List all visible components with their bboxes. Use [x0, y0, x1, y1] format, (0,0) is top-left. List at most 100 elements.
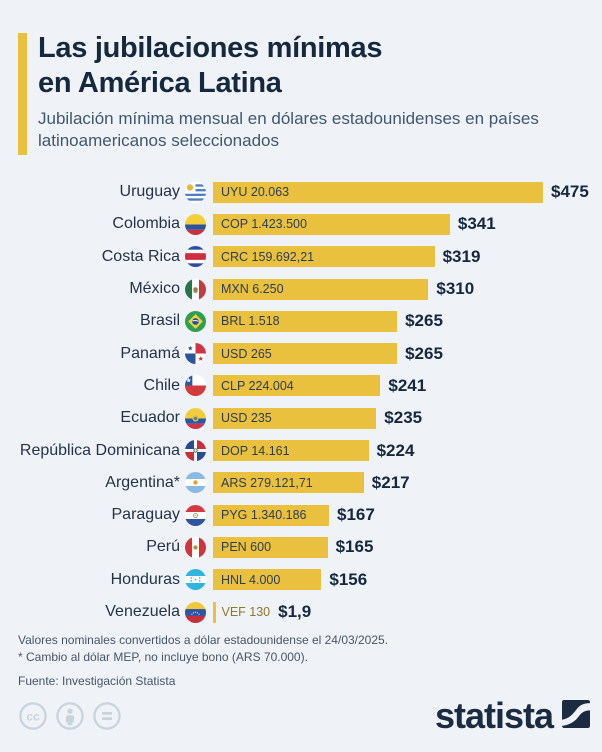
chart-row: Honduras HNL 4.000 $156 — [0, 564, 602, 596]
usd-value-label: $1,9 — [278, 602, 312, 621]
local-currency-label: USD 235 — [221, 411, 272, 426]
usd-value-label: $265 — [405, 343, 443, 363]
title-line-1: Las jubilaciones mínimas — [38, 32, 383, 64]
country-label: Ecuador — [120, 409, 180, 427]
chart-row: Ecuador USD 235 $235 — [0, 402, 602, 434]
usd-value-label: $217 — [371, 472, 410, 492]
country-label: Colombia — [112, 215, 180, 233]
country-label: Paraguay — [111, 506, 181, 524]
value-bar: MXN 6.250 — [213, 278, 429, 300]
country-label: Panamá — [120, 344, 180, 362]
footnote-conversion: Valores nominales convertidos a dólar es… — [18, 633, 389, 647]
local-currency-label: CRC 159.692,21 — [221, 249, 315, 264]
usd-value-label: $319 — [442, 246, 481, 266]
uruguay-flag-icon — [185, 181, 206, 203]
local-currency-label: PEN 600 — [221, 540, 272, 555]
value-bar: PEN 600 — [213, 536, 328, 558]
local-currency-label: ARS 279.121,71 — [221, 475, 313, 490]
local-currency-label: VEF 130 — [221, 605, 271, 619]
chart-row: Venezuela VEF 130 $1,9 — [0, 596, 602, 628]
page-subtitle: Jubilación mínima mensual en dólares est… — [38, 109, 539, 150]
country-label: Uruguay — [119, 183, 180, 201]
usd-value-label: $265 — [405, 311, 443, 331]
ecuador-flag-icon — [185, 407, 206, 429]
value-bar: HNL 4.000 — [213, 569, 322, 591]
chart-row: Costa Rica CRC 159.692,21 $319 — [0, 241, 602, 273]
bar-chart: Uruguay UYU 20.063 $475 Colombia COP 1.423.5… — [0, 176, 602, 628]
usd-value-label: $224 — [376, 440, 415, 460]
local-currency-label: PYG 1.340.186 — [221, 508, 307, 523]
chart-row: República Dominicana DOP 14.161 $224 — [0, 434, 602, 466]
country-label: Venezuela — [105, 603, 180, 620]
colombia-flag-icon — [185, 213, 206, 235]
country-label: Perú — [146, 538, 180, 556]
statista-logo[interactable]: statista — [435, 698, 590, 734]
svg-text:cc: cc — [26, 709, 40, 723]
chart-row: Uruguay UYU 20.063 $475 — [0, 176, 602, 208]
cc-icon[interactable]: cc — [18, 701, 48, 731]
usd-value-label: $241 — [388, 375, 427, 395]
brasil-flag-icon — [185, 310, 206, 332]
statista-logo-mark-icon — [562, 699, 590, 733]
value-bar: USD 235 — [213, 407, 377, 429]
cc-license-icons: cc — [18, 701, 122, 731]
chart-row: Argentina* ARS 279.121,71 $217 — [0, 467, 602, 499]
value-bar: USD 265 — [213, 343, 398, 365]
usd-value-label: $341 — [457, 214, 496, 234]
chart-row: México MXN 6.250 $310 — [0, 273, 602, 305]
chart-row: Chile CLP 224.004 $241 — [0, 370, 602, 402]
local-currency-label: UYU 20.063 — [221, 185, 290, 200]
country-label: Chile — [143, 376, 180, 394]
panama-flag-icon — [185, 343, 206, 365]
value-bar: UYU 20.063 — [213, 181, 543, 203]
value-bar: DOP 14.161 — [213, 440, 369, 462]
local-currency-label: USD 265 — [221, 346, 272, 361]
domrep-flag-icon — [185, 440, 206, 462]
bottom-bar: cc statista — [18, 698, 590, 734]
page-title: Las jubilaciones mínimas en América Lati… — [38, 31, 382, 101]
local-currency-label: DOP 14.161 — [221, 443, 290, 458]
honduras-flag-icon — [185, 569, 206, 591]
value-bar: CRC 159.692,21 — [213, 246, 435, 268]
chart-row: Paraguay PYG 1.340.186 $167 — [0, 499, 602, 531]
chart-row: Panamá USD 265 $265 — [0, 337, 602, 369]
costarica-flag-icon — [185, 246, 206, 268]
paraguay-flag-icon — [185, 504, 206, 526]
peru-flag-icon — [185, 536, 206, 558]
chile-flag-icon — [185, 375, 206, 397]
chart-row: Colombia COP 1.423.500 $341 — [0, 208, 602, 240]
argentina-flag-icon — [185, 472, 206, 494]
value-bar: CLP 224.004 — [213, 375, 381, 397]
value-bar: COP 1.423.500 — [213, 213, 450, 235]
chart-row: Brasil BRL 1.518 $265 — [0, 305, 602, 337]
mexico-flag-icon — [185, 278, 206, 300]
country-label: Costa Rica — [101, 247, 180, 265]
usd-value-label: $235 — [384, 408, 423, 428]
footnote-argentina: * Cambio al dólar MEP, no incluye bono (… — [18, 650, 308, 664]
country-label: Argentina* — [105, 473, 180, 491]
title-line-2: en América Latina — [38, 67, 282, 99]
local-currency-label: CLP 224.004 — [221, 378, 294, 393]
title-accent-bar — [18, 33, 27, 155]
usd-value-label: $167 — [337, 505, 375, 525]
country-label: Honduras — [110, 570, 180, 588]
footnotes: Valores nominales convertidos a dólar es… — [18, 632, 388, 690]
equal-icon[interactable] — [92, 701, 122, 731]
statista-wordmark: statista — [434, 695, 554, 736]
country-label: México — [129, 280, 180, 298]
source-line: Fuente: Investigación Statista — [18, 674, 176, 688]
value-bar: ARS 279.121,71 — [213, 472, 364, 494]
value-bar: PYG 1.340.186 — [213, 504, 329, 526]
attribution-icon[interactable] — [55, 701, 85, 731]
venezuela-flag-icon — [185, 601, 206, 623]
country-label: República Dominicana — [19, 441, 180, 459]
local-currency-label: BRL 1.518 — [221, 314, 280, 329]
value-bar: BRL 1.518 — [213, 310, 398, 332]
usd-value-label: $475 — [551, 182, 589, 202]
usd-value-label: $156 — [329, 569, 368, 589]
usd-value-label: $310 — [436, 279, 475, 299]
chart-row: Perú PEN 600 $165 — [0, 531, 602, 563]
value-bar — [213, 601, 216, 623]
local-currency-label: HNL 4.000 — [221, 572, 281, 587]
